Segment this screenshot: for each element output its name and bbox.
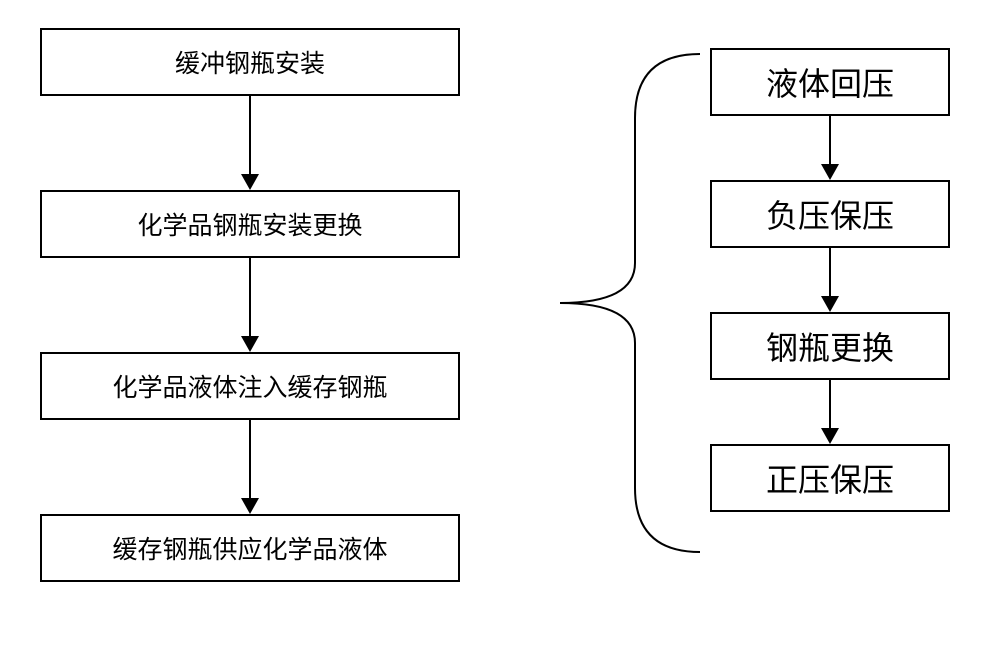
right-sub-flow: 液体回压 负压保压 钢瓶更换 正压保压 (710, 48, 950, 512)
right-box-3-label: 钢瓶更换 (766, 323, 894, 369)
right-box-4-label: 正压保压 (766, 455, 894, 501)
left-box-4-label: 缓存钢瓶供应化学品液体 (112, 530, 387, 566)
left-box-3: 化学品液体注入缓存钢瓶 (40, 352, 460, 420)
left-flow-column: 缓冲钢瓶安装 化学品钢瓶安装更换 化学品液体注入缓存钢瓶 缓存钢瓶供应化学品液体 (20, 28, 480, 644)
arrow-head-icon (241, 336, 259, 352)
arrow-down-left-2 (241, 258, 259, 352)
right-box-3: 钢瓶更换 (710, 312, 950, 380)
right-box-2: 负压保压 (710, 180, 950, 248)
arrow-down-left-1 (241, 96, 259, 190)
arrow-head-icon (241, 174, 259, 190)
right-box-1: 液体回压 (710, 48, 950, 116)
arrow-head-icon (241, 498, 259, 514)
flowchart-container: 缓冲钢瓶安装 化学品钢瓶安装更换 化学品液体注入缓存钢瓶 缓存钢瓶供应化学品液体 (0, 0, 1000, 664)
arrow-head-icon (821, 296, 839, 312)
left-box-1: 缓冲钢瓶安装 (40, 28, 460, 96)
left-box-2-label: 化学品钢瓶安装更换 (137, 206, 362, 242)
left-box-4: 缓存钢瓶供应化学品液体 (40, 514, 460, 582)
left-box-2: 化学品钢瓶安装更换 (40, 190, 460, 258)
right-box-2-label: 负压保压 (766, 191, 894, 237)
arrow-line (829, 380, 831, 428)
brace-icon (540, 48, 710, 558)
arrow-line (829, 248, 831, 296)
right-box-4: 正压保压 (710, 444, 950, 512)
arrow-head-icon (821, 164, 839, 180)
left-box-3-label: 化学品液体注入缓存钢瓶 (112, 368, 387, 404)
left-box-1-label: 缓冲钢瓶安装 (175, 44, 325, 80)
arrow-line (249, 420, 251, 498)
arrow-line (829, 116, 831, 164)
arrow-down-right-2 (821, 248, 839, 312)
right-box-1-label: 液体回压 (766, 59, 894, 105)
arrow-line (249, 96, 251, 174)
arrow-head-icon (821, 428, 839, 444)
arrow-line (249, 258, 251, 336)
right-flow-column: 液体回压 负压保压 钢瓶更换 正压保压 (480, 28, 970, 644)
arrow-down-left-3 (241, 420, 259, 514)
arrow-down-right-1 (821, 116, 839, 180)
arrow-down-right-3 (821, 380, 839, 444)
